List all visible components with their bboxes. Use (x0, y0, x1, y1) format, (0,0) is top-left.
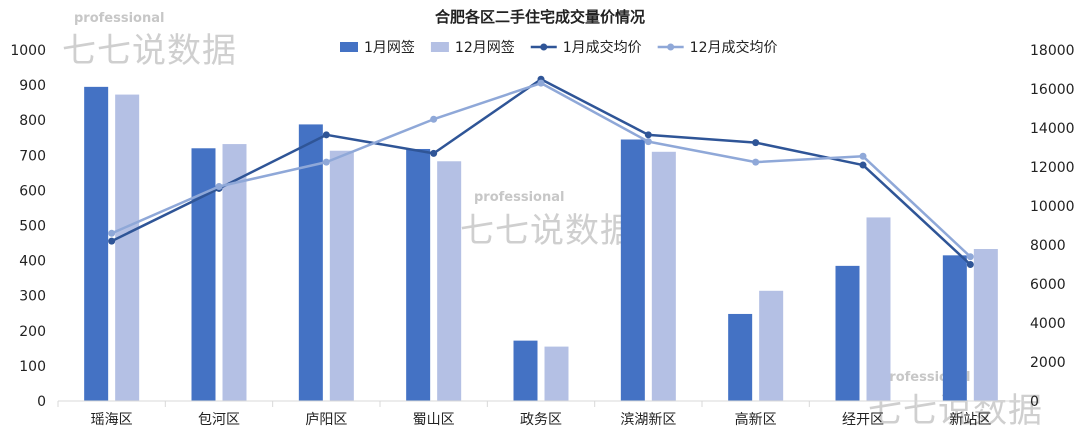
x-axis: 瑶海区 包河区 庐阳区 蜀山区 政务区 滨湖新区 高新区 经开区 新站区 (57, 400, 1025, 428)
x-tick-label: 政务区 (520, 412, 562, 428)
y-right-tick-label: 18000 (1030, 43, 1075, 59)
legend-marker (540, 43, 548, 51)
series-point (752, 158, 760, 166)
y-left-tick-label: 600 (19, 183, 46, 199)
series-point (215, 183, 223, 190)
bar (759, 290, 784, 401)
x-tick-label: 高新区 (735, 411, 777, 428)
series-point (430, 115, 438, 123)
bar (298, 124, 323, 402)
series-point (644, 131, 652, 139)
series-point (966, 253, 974, 261)
y-right-tick-label: 14000 (1030, 121, 1075, 137)
bar (222, 144, 247, 401)
y-left-tick-label: 900 (19, 78, 46, 94)
bar (544, 346, 569, 401)
series-point (752, 139, 760, 147)
legend-marker (667, 43, 675, 51)
bar (728, 313, 753, 401)
series-point (108, 229, 116, 237)
y-left-tick-label: 300 (19, 289, 46, 305)
x-tick-label: 滨湖新区 (620, 412, 676, 428)
y-axis-right: 0 2000 4000 6000 8000 10000 12000 14000 16000 180… (1030, 43, 1075, 410)
legend-label: 1月网签 (364, 39, 415, 56)
legend-label: 1月成交均价 (563, 39, 642, 56)
y-right-tick-label: 4000 (1030, 316, 1066, 332)
x-tick-label: 经开区 (842, 412, 884, 428)
y-right-tick-label: 12000 (1030, 160, 1075, 176)
series-point (644, 138, 652, 146)
chart-title: 合肥各区二手住宅成交量价情况 (434, 8, 645, 26)
y-right-tick-label: 0 (1030, 394, 1039, 410)
bar (437, 161, 462, 401)
x-tick-label: 包河区 (198, 412, 240, 428)
watermark-line1: professional (474, 190, 564, 205)
watermark-line1: professional (74, 11, 164, 26)
y-right-tick-label: 2000 (1030, 355, 1066, 371)
x-tick-label: 新站区 (949, 412, 991, 428)
watermark-line2: 七七说数据 (62, 31, 237, 71)
series-point (322, 131, 330, 139)
watermark-center: professional 七七说数据 (460, 190, 635, 251)
y-left-tick-label: 400 (19, 254, 46, 270)
bar (973, 249, 998, 401)
bar (651, 151, 676, 401)
series-point (108, 237, 116, 245)
watermark-top-left: professional 七七说数据 (62, 11, 237, 71)
y-left-tick-label: 500 (19, 219, 46, 235)
y-left-tick-label: 800 (19, 113, 46, 129)
bar (835, 265, 860, 401)
legend-label: 12月网签 (455, 39, 515, 56)
y-right-tick-label: 6000 (1030, 277, 1066, 293)
x-tick-label: 瑶海区 (91, 412, 133, 428)
lines (108, 75, 974, 268)
y-right-tick-label: 10000 (1030, 199, 1075, 215)
y-left-tick-label: 100 (19, 359, 46, 375)
watermark-line2: 七七说数据 (460, 211, 635, 251)
legend-label: 12月成交均价 (690, 39, 778, 56)
bar (866, 217, 891, 401)
y-left-tick-label: 0 (37, 394, 46, 410)
bar (84, 86, 109, 401)
bar (620, 139, 645, 401)
watermark-bottom-right: professional 七七说数据 (868, 370, 1042, 431)
series-point (859, 152, 867, 160)
y-right-tick-label: 8000 (1030, 238, 1066, 254)
series-point (322, 158, 330, 166)
bar (513, 340, 538, 401)
y-axis-left: 0 100 200 300 400 500 600 700 800 900 1000 (10, 43, 46, 410)
y-left-tick-label: 700 (19, 148, 46, 164)
x-tick-label: 蜀山区 (413, 412, 455, 428)
bar (406, 148, 431, 401)
bar (191, 148, 216, 401)
y-right-tick-label: 16000 (1030, 82, 1075, 98)
series-point (537, 79, 545, 87)
series-point (859, 161, 867, 169)
legend-swatch (430, 42, 449, 52)
series-point (430, 149, 438, 157)
y-left-tick-label: 1000 (10, 43, 46, 59)
legend-swatch (340, 42, 358, 52)
legend: 1月网签 12月网签 1月成交均价 12月成交均价 (340, 39, 778, 56)
bar (942, 255, 967, 401)
bar (329, 150, 354, 401)
x-tick-label: 庐阳区 (305, 412, 347, 428)
series-point (966, 261, 974, 268)
bar (115, 94, 140, 402)
y-left-tick-label: 200 (19, 324, 46, 340)
